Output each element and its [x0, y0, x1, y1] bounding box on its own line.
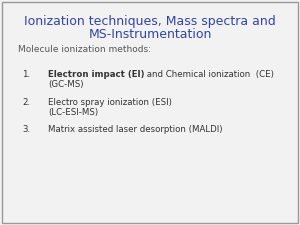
Text: and Chemical ionization  (CE): and Chemical ionization (CE) — [145, 70, 274, 79]
Text: Ionization techniques, Mass spectra and: Ionization techniques, Mass spectra and — [24, 15, 276, 28]
Text: MS-Instrumentation: MS-Instrumentation — [88, 28, 212, 41]
Text: Electro spray ionization (ESI): Electro spray ionization (ESI) — [48, 98, 172, 107]
Text: Electron impact (EI): Electron impact (EI) — [48, 70, 145, 79]
Text: 3.: 3. — [22, 125, 30, 134]
Text: (LC-ESI-MS): (LC-ESI-MS) — [48, 108, 98, 117]
Text: 2.: 2. — [22, 98, 30, 107]
Text: Molecule ionization methods:: Molecule ionization methods: — [18, 45, 151, 54]
FancyBboxPatch shape — [2, 2, 298, 223]
Text: 1.: 1. — [22, 70, 30, 79]
Text: (GC-MS): (GC-MS) — [48, 80, 83, 89]
Text: Matrix assisted laser desorption (MALDI): Matrix assisted laser desorption (MALDI) — [48, 125, 223, 134]
